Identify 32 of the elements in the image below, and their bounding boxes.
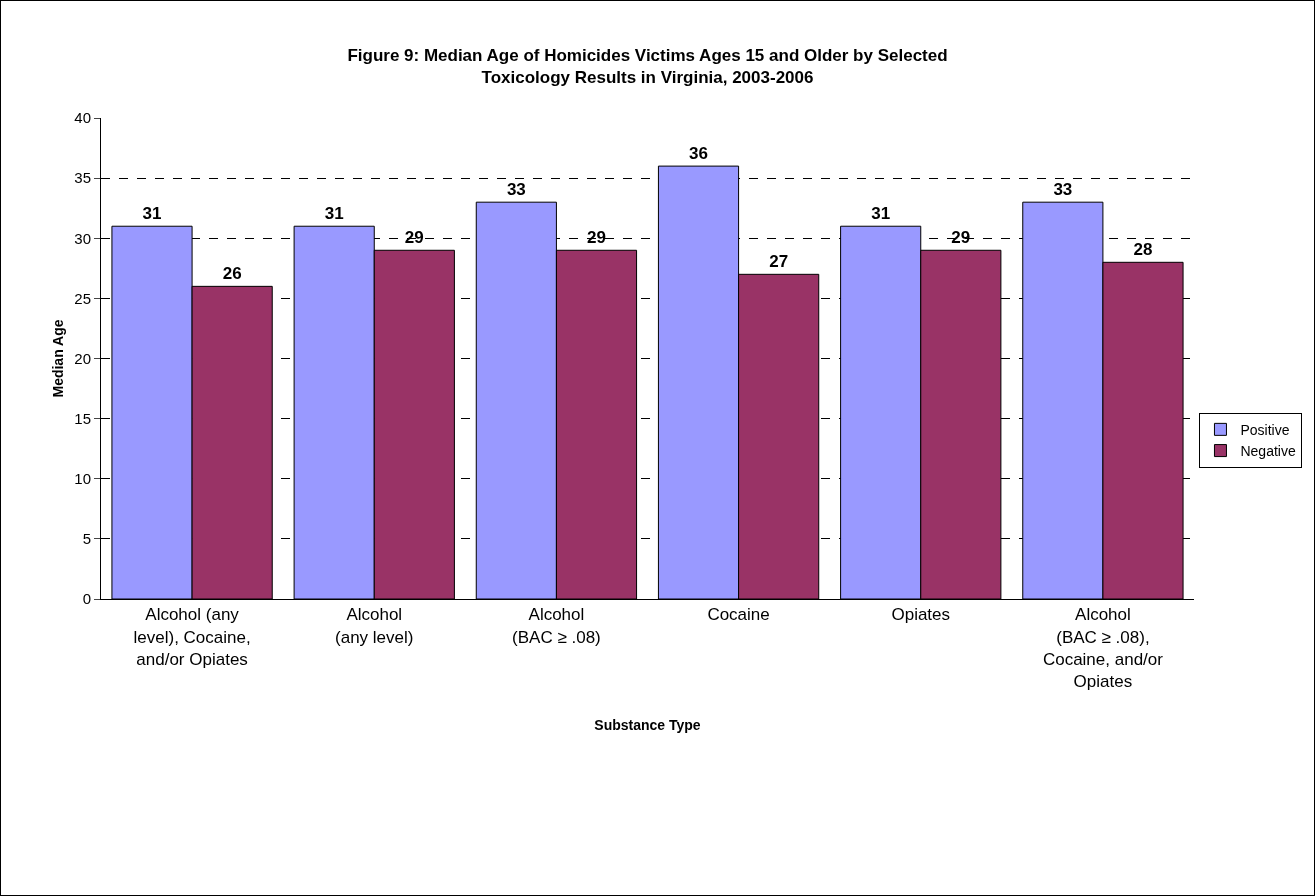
x-tick-label: Cocaine — [707, 605, 770, 625]
legend-label: Positive — [1240, 421, 1290, 438]
data-label: 27 — [769, 252, 789, 272]
data-label: 28 — [1133, 240, 1153, 260]
x-tick-label: Opiates — [891, 605, 951, 625]
data-label: 31 — [142, 204, 162, 224]
y-tick-label: 5 — [82, 530, 91, 548]
y-tick-label: 0 — [82, 590, 91, 608]
x-tick-label: Alcohol (any level) — [335, 605, 414, 647]
data-label: 33 — [506, 180, 526, 200]
y-tick-label: 10 — [74, 470, 91, 487]
x-axis-title: Substance Type — [594, 717, 701, 733]
x-tick-label: Alcohol (BAC ≥ .08) — [512, 605, 601, 647]
y-axis-title: Median Age — [50, 319, 66, 398]
y-tick-label: 20 — [74, 349, 91, 367]
x-tick-label: Alcohol (BAC ≥ .08), Cocaine, and/or Opiates — [1042, 605, 1164, 691]
data-label: 29 — [951, 228, 971, 248]
y-tick-label: 25 — [74, 289, 91, 307]
data-label: 31 — [324, 204, 344, 224]
y-tick-label: 40 — [74, 109, 91, 127]
data-label: 29 — [404, 228, 424, 248]
data-label: 26 — [222, 264, 242, 284]
x-tick-label: Alcohol (any level), Cocaine, and/or Opiates — [133, 605, 251, 669]
data-label: 36 — [689, 144, 708, 164]
chart-title: Figure 9: Median Age of Homicides Victims Ages 15 and Older by Selected Toxicology Results in Virginia, 2003-2006 — [347, 46, 948, 88]
y-tick-label: 30 — [74, 229, 91, 247]
legend-label: Negative — [1240, 443, 1296, 460]
data-label: 31 — [871, 204, 891, 224]
y-tick-label: 35 — [74, 169, 91, 187]
y-tick-label: 15 — [74, 409, 91, 427]
data-label: 29 — [587, 228, 606, 248]
data-label: 33 — [1053, 180, 1073, 200]
